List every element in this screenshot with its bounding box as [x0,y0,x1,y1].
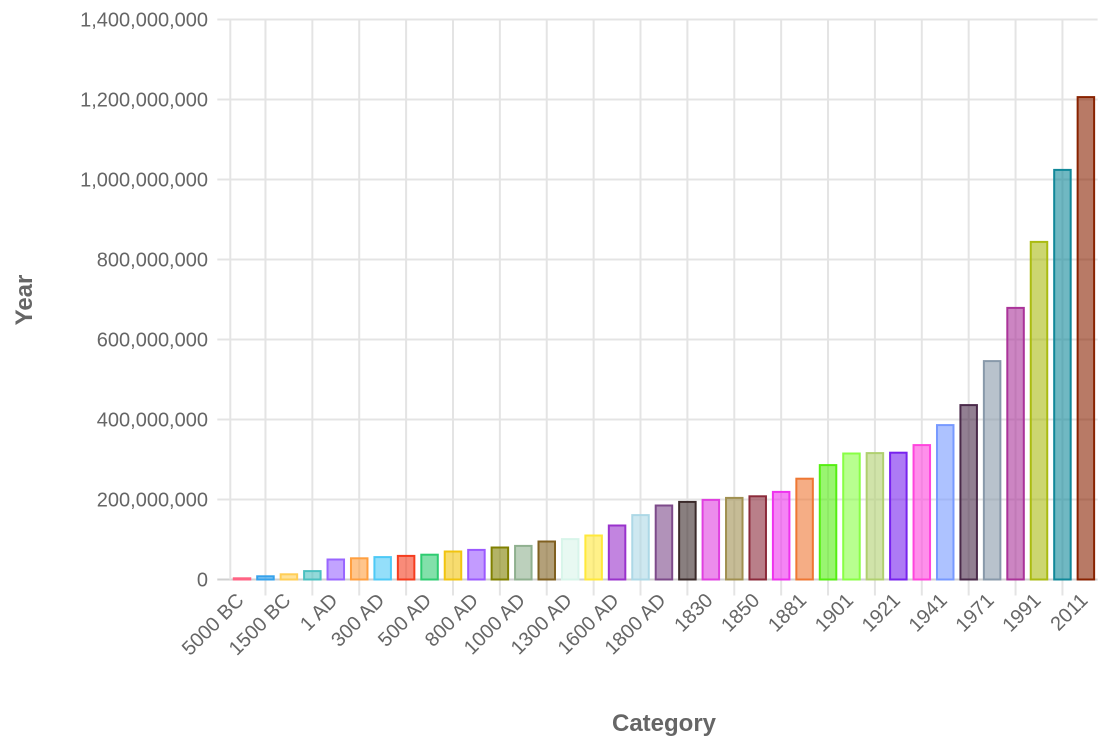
y-tick-label: 1,400,000,000 [80,10,208,32]
y-tick-label: 600,000,000 [97,330,208,352]
bar [631,514,650,581]
bar [912,444,932,581]
bar [818,464,838,581]
bar [443,550,463,581]
bar [982,360,1002,581]
x-tick-label: 1830 [670,589,717,636]
bar [842,452,861,581]
bar [514,544,533,581]
x-tick-label: 1991 [999,589,1046,636]
x-axis-title: Category [612,710,717,737]
bar [795,477,814,581]
y-axis-ticks: 0 200,000,000 400,000,000 600,000,000 800,00… [80,10,208,592]
bar [279,573,299,581]
y-axis-title: Year [11,275,38,326]
bars [232,96,1096,581]
bar [349,557,369,581]
bar [232,577,252,581]
bar [889,451,908,581]
x-tick-label: 1941 [905,589,952,636]
bar [420,553,439,581]
bar [326,558,346,581]
y-tick-label: 800,000,000 [97,250,208,272]
bar [701,498,721,581]
bar [678,500,697,581]
bar [537,540,556,581]
y-tick-label: 400,000,000 [97,410,208,432]
y-tick-label: 200,000,000 [97,490,208,512]
bar [607,524,627,581]
bar [725,496,744,581]
y-tick-label: 1,000,000,000 [80,170,208,192]
bar [935,424,955,581]
bar [748,495,767,581]
y-tick-label: 1,200,000,000 [80,90,208,112]
bar [584,534,603,581]
bar [1076,96,1096,581]
y-tick-label: 0 [197,570,208,592]
bar [959,404,978,581]
bar [865,452,885,581]
bar [771,490,791,581]
x-tick-label: 1850 [717,589,764,636]
bar [303,570,322,581]
x-tick-label: 1881 [764,589,811,636]
bar [1006,306,1025,581]
bar [1053,168,1072,581]
bar [1029,240,1049,581]
x-tick-label: 1971 [952,589,999,636]
x-tick-label: 1921 [858,589,905,636]
x-tick-label: 2011 [1046,589,1092,635]
bar [256,575,275,581]
bar [490,546,510,581]
bar [467,548,486,581]
bar [396,554,416,581]
x-tick-label: 1901 [811,589,858,636]
bar [373,556,392,581]
bar [560,538,580,581]
bar [654,504,674,581]
